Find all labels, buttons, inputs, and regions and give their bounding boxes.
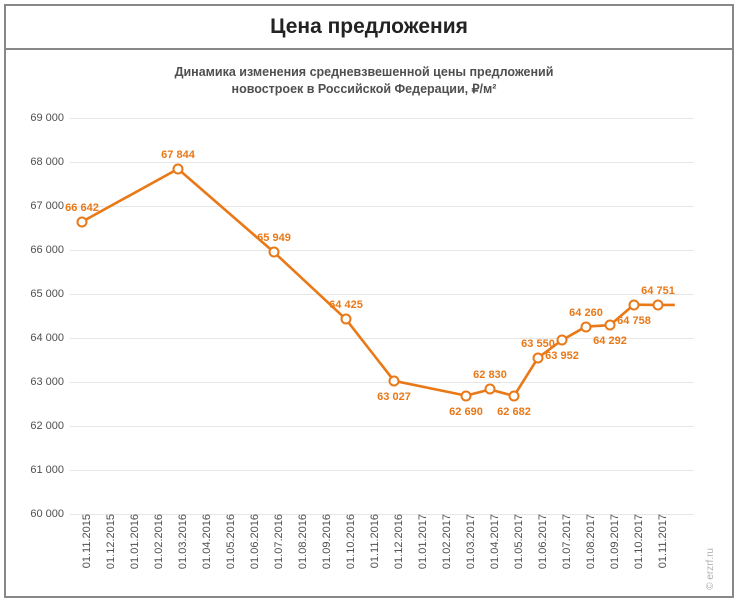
- x-tick-label: 01.04.2017: [483, 514, 501, 569]
- y-tick-label: 67 000: [30, 200, 70, 212]
- data-point: [653, 299, 664, 310]
- data-label: 67 844: [161, 149, 195, 161]
- x-tick-label: 01.03.2016: [171, 514, 189, 569]
- x-tick-label: 01.08.2017: [579, 514, 597, 569]
- y-tick-label: 65 000: [30, 288, 70, 300]
- data-point: [629, 299, 640, 310]
- x-tick-label: 01.02.2016: [147, 514, 165, 569]
- x-tick-label: 01.06.2017: [531, 514, 549, 569]
- data-label: 64 260: [569, 307, 603, 319]
- page-title: Цена предложения: [6, 6, 732, 50]
- data-point: [77, 216, 88, 227]
- data-point: [581, 321, 592, 332]
- x-tick-label: 01.10.2016: [339, 514, 357, 569]
- y-tick-label: 64 000: [30, 332, 70, 344]
- x-tick-label: 01.05.2016: [219, 514, 237, 569]
- data-label: 62 682: [497, 406, 531, 418]
- data-point: [605, 320, 616, 331]
- data-point: [557, 335, 568, 346]
- data-label: 62 690: [449, 406, 483, 418]
- data-point: [173, 163, 184, 174]
- data-point: [389, 375, 400, 386]
- data-label: 63 952: [545, 350, 579, 362]
- data-label: 64 425: [329, 299, 363, 311]
- y-tick-label: 68 000: [30, 156, 70, 168]
- data-label: 64 292: [593, 335, 627, 347]
- x-tick-label: 01.04.2016: [195, 514, 213, 569]
- x-tick-label: 01.08.2016: [291, 514, 309, 569]
- x-tick-label: 01.11.2015: [75, 514, 93, 568]
- data-label: 66 642: [65, 202, 99, 214]
- x-tick-label: 01.10.2017: [627, 514, 645, 569]
- plot-region: 60 00061 00062 00063 00064 00065 00066 0…: [70, 118, 694, 514]
- data-point: [461, 390, 472, 401]
- x-tick-label: 01.06.2016: [243, 514, 261, 569]
- y-tick-label: 62 000: [30, 420, 70, 432]
- y-tick-label: 60 000: [30, 508, 70, 520]
- data-point: [485, 384, 496, 395]
- data-label: 64 758: [617, 315, 651, 327]
- x-tick-label: 01.05.2017: [507, 514, 525, 569]
- x-tick-label: 01.01.2017: [411, 514, 429, 569]
- data-point: [341, 314, 352, 325]
- x-tick-label: 01.03.2017: [459, 514, 477, 569]
- y-tick-label: 66 000: [30, 244, 70, 256]
- x-tick-label: 01.01.2016: [123, 514, 141, 569]
- y-tick-label: 69 000: [30, 112, 70, 124]
- x-tick-label: 01.12.2015: [99, 514, 117, 569]
- data-label: 62 830: [473, 369, 507, 381]
- data-point: [269, 247, 280, 258]
- data-label: 63 550: [521, 338, 555, 350]
- x-tick-label: 01.11.2017: [651, 514, 669, 568]
- data-point: [533, 352, 544, 363]
- y-tick-label: 63 000: [30, 376, 70, 388]
- y-tick-label: 61 000: [30, 464, 70, 476]
- chart-subtitle: Динамика изменения средневзвешенной цены…: [10, 64, 718, 98]
- data-label: 65 949: [257, 232, 291, 244]
- data-point: [509, 390, 520, 401]
- x-tick-label: 01.02.2017: [435, 514, 453, 569]
- x-tick-label: 01.12.2016: [387, 514, 405, 569]
- x-tick-label: 01.11.2016: [363, 514, 381, 568]
- data-label: 64 751: [641, 285, 675, 297]
- x-tick-label: 01.09.2016: [315, 514, 333, 569]
- watermark: © erzrf.ru: [705, 548, 716, 590]
- x-tick-label: 01.09.2017: [603, 514, 621, 569]
- chart-area: Динамика изменения средневзвешенной цены…: [10, 56, 718, 592]
- x-tick-label: 01.07.2016: [267, 514, 285, 569]
- data-label: 63 027: [377, 391, 411, 403]
- x-tick-label: 01.07.2017: [555, 514, 573, 569]
